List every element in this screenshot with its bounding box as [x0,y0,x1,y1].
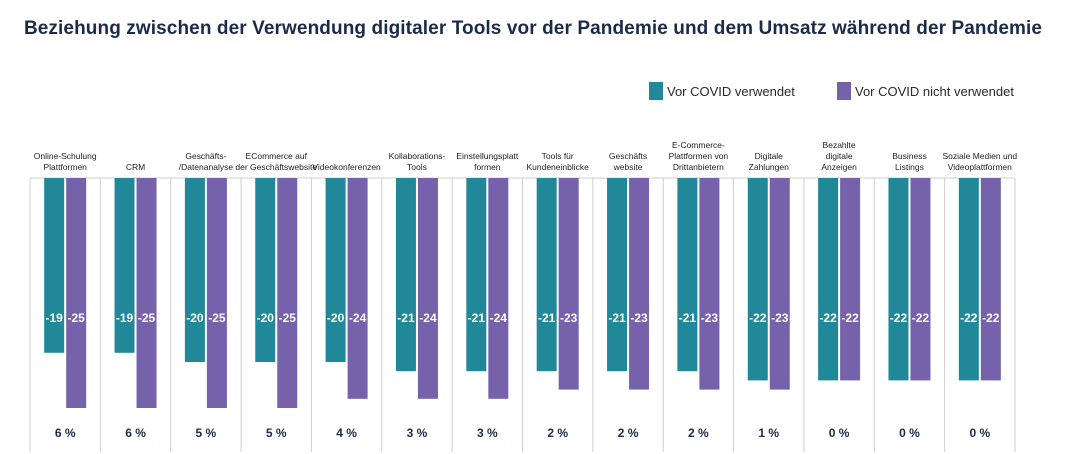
bar-not-used [488,178,509,399]
bar-not-used [910,178,931,381]
value-label-not-used: -25 [279,311,297,325]
value-label-used: -20 [257,311,275,325]
legend-swatch-used [649,82,663,100]
bar-not-used [277,178,298,408]
value-label-not-used: -23 [560,311,578,325]
value-label-used: -22 [890,311,908,325]
category-label: Videokonferenzen [312,162,381,172]
value-label-not-used: -24 [349,311,367,325]
bar-used [958,178,979,381]
value-label-not-used: -24 [490,311,508,325]
difference-label: 4 % [336,426,357,440]
bar-used [466,178,487,372]
difference-label: 0 % [969,426,990,440]
legend-item-not-used: Vor COVID nicht verwendet [837,82,1014,100]
category-label: ECommerce auf der Geschäftswebsite [235,151,317,172]
difference-label: 3 % [477,426,498,440]
bar-not-used [347,178,368,399]
value-label-used: -21 [608,311,626,325]
value-label-used: -21 [397,311,415,325]
value-label-used: -22 [819,311,837,325]
chart-title: Beziehung zwischen der Verwendung digita… [23,18,1043,39]
bar-used [255,178,276,362]
value-label-used: -19 [46,311,64,325]
bar-not-used [136,178,157,408]
value-label-used: -22 [960,311,978,325]
value-label-used: -19 [116,311,134,325]
value-label-not-used: -22 [982,311,1000,325]
value-label-used: -21 [538,311,556,325]
value-label-used: -20 [186,311,204,325]
bar-not-used [840,178,861,381]
bar-used [747,178,768,381]
value-label-not-used: -24 [419,311,437,325]
bar-used [818,178,839,381]
bar-used [184,178,205,362]
value-label-used: -22 [749,311,767,325]
difference-label: 5 % [196,426,217,440]
bar-used [888,178,909,381]
category-label: Bezahlte digitale Anzeigen [821,140,857,172]
category-label: Einstellungsplatt formen [456,151,519,172]
difference-label: 6 % [125,426,146,440]
category-label: Digitale Zahlungen [749,151,789,172]
value-label-not-used: -23 [771,311,789,325]
legend-item-used: Vor COVID verwendet [649,82,795,100]
difference-label: 6 % [55,426,76,440]
difference-label: 1 % [758,426,779,440]
bar-used [607,178,628,372]
legend-swatch-not-used [837,82,851,100]
category-label: CRM [126,162,145,172]
bar-used [114,178,135,353]
difference-label: 0 % [829,426,850,440]
bar-not-used [417,178,438,399]
value-label-not-used: -25 [208,311,226,325]
bar-used [395,178,416,372]
category-label: Tools für Kundeneinblicke [526,151,589,172]
bar-used [44,178,65,353]
value-label-not-used: -22 [841,311,859,325]
bar-not-used [206,178,227,408]
value-label-not-used: -23 [630,311,648,325]
value-label-used: -20 [327,311,345,325]
value-label-not-used: -25 [68,311,86,325]
value-label-used: -21 [468,311,486,325]
difference-label: 2 % [547,426,568,440]
legend-label-used: Vor COVID verwendet [667,83,795,99]
bar-not-used [629,178,650,390]
difference-label: 3 % [407,426,428,440]
category-label: Geschäfts-/Datenanalyse [179,151,234,172]
category-label: Kollaborations-Tools [389,151,446,172]
bar-not-used [769,178,790,390]
bar-not-used [558,178,579,390]
difference-label: 5 % [266,426,287,440]
category-label: Geschäfts website [609,151,647,172]
value-label-used: -21 [679,311,697,325]
bar-not-used [699,178,720,390]
category-label: E-Commerce-Plattformen von Drittanbietern [669,140,729,172]
category-label: Soziale Medien und Videoplattformen [942,151,1017,172]
category-label: Online-Schulung Plattformen [34,151,97,172]
difference-label: 0 % [899,426,920,440]
value-label-not-used: -22 [912,311,930,325]
difference-label: 2 % [618,426,639,440]
difference-label: 2 % [688,426,709,440]
bar-used [677,178,698,372]
value-label-not-used: -23 [701,311,719,325]
bar-not-used [980,178,1001,381]
category-label: Business Listings [892,151,927,172]
bar-used [536,178,557,372]
legend-label-not-used: Vor COVID nicht verwendet [855,83,1014,99]
value-label-not-used: -25 [138,311,156,325]
grid-lines [29,177,1016,452]
bar-not-used [66,178,87,408]
bar-used [325,178,346,362]
